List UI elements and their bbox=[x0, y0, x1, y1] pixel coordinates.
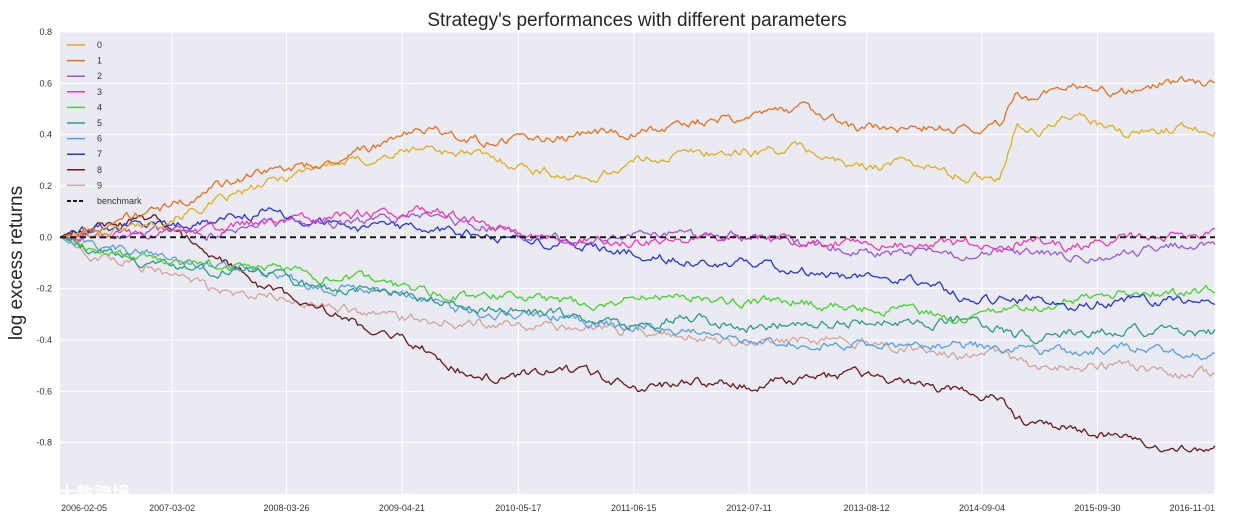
x-tick-label: 2006-02-05 bbox=[61, 503, 107, 513]
gridlines bbox=[56, 31, 1216, 494]
legend-label-4: 4 bbox=[97, 102, 102, 112]
series-line-0 bbox=[60, 112, 1216, 239]
x-tick-label: 2013-08-12 bbox=[844, 503, 890, 513]
legend-label-0: 0 bbox=[97, 40, 102, 50]
watermark-text: 大数跨境 bbox=[58, 483, 130, 504]
y-tick-label: -0.4 bbox=[36, 335, 52, 345]
x-tick-label: 2010-05-17 bbox=[495, 503, 541, 513]
chart-title: Strategy's performances with different p… bbox=[427, 10, 846, 31]
series-line-3 bbox=[59, 205, 1216, 253]
x-tick-label: 2009-04-21 bbox=[379, 503, 425, 513]
x-tick-label: 2012-07-11 bbox=[726, 503, 771, 513]
legend-label-9: 9 bbox=[97, 180, 102, 190]
legend-label-1: 1 bbox=[97, 56, 102, 66]
y-axis-label: log excess returns bbox=[6, 186, 27, 340]
y-tick-label: -0.2 bbox=[36, 284, 52, 294]
legend-label-3: 3 bbox=[97, 87, 102, 97]
y-tick-label: 0.4 bbox=[39, 130, 52, 140]
series-line-7 bbox=[59, 207, 1216, 312]
y-tick-label: -0.8 bbox=[36, 438, 52, 448]
watermark: 大数跨境 bbox=[27, 480, 130, 506]
legend-label-benchmark: benchmark bbox=[97, 196, 142, 206]
legend-label-7: 7 bbox=[97, 149, 102, 159]
series-line-4 bbox=[59, 236, 1216, 325]
series-line-9 bbox=[59, 236, 1216, 379]
legend: 0 1 2 3 4 5 6 7 8 9 benchmark bbox=[67, 40, 142, 206]
legend-label-8: 8 bbox=[97, 165, 102, 175]
watermark-logo-icon bbox=[27, 480, 53, 506]
plot-area bbox=[60, 32, 1215, 494]
x-tick-label: 2011-06-15 bbox=[611, 503, 656, 513]
y-tick-label: 0.2 bbox=[39, 181, 52, 191]
y-tick-label: -0.6 bbox=[36, 386, 52, 396]
series-line-1 bbox=[59, 75, 1216, 238]
axes: 0.8 0.6 0.4 0.2 0.0 -0.2 -0.4 -0.6 -0.8 2006-02-0… bbox=[36, 27, 1215, 513]
series-lines bbox=[59, 75, 1216, 453]
series-line-2 bbox=[59, 210, 1216, 264]
x-tick-label: 2007-03-02 bbox=[149, 503, 195, 513]
x-tick-label: 2014-09-04 bbox=[959, 503, 1005, 513]
series-line-8 bbox=[59, 214, 1216, 453]
x-tick-label: 2016-11-01 bbox=[1170, 503, 1215, 513]
legend-label-6: 6 bbox=[97, 134, 102, 144]
y-tick-label: 0.6 bbox=[39, 78, 52, 88]
legend-label-5: 5 bbox=[97, 118, 102, 128]
x-tick-label: 2015-09-30 bbox=[1074, 503, 1120, 513]
series-line-5 bbox=[59, 236, 1216, 345]
y-tick-label: 0.8 bbox=[39, 27, 52, 37]
legend-label-2: 2 bbox=[97, 71, 102, 81]
x-tick-label: 2008-03-26 bbox=[263, 503, 309, 513]
y-tick-label: 0.0 bbox=[39, 232, 52, 242]
series-line-6 bbox=[59, 236, 1216, 361]
